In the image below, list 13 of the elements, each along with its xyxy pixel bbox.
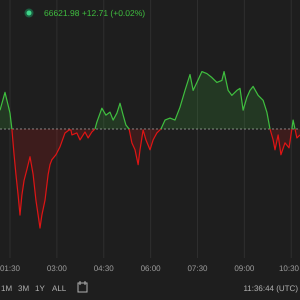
x-tick-label: 04:30 xyxy=(94,264,114,273)
text: ALL xyxy=(52,284,67,293)
x-tick-label: 03:00 xyxy=(46,264,68,273)
x-tick-label: 07:30 xyxy=(187,264,208,273)
text: 11:36:44 (UTC) xyxy=(243,284,298,293)
text: 1Y xyxy=(35,284,46,293)
text: 1M xyxy=(1,284,12,293)
x-tick-label: 01:30 xyxy=(0,264,21,273)
x-tick-label: 09:00 xyxy=(234,264,255,273)
x-tick-label: 10:30 xyxy=(278,264,300,273)
text: 3M xyxy=(18,284,30,293)
text: 66621.98 +12.71 (+0.02%) xyxy=(44,8,146,18)
x-tick-label: 06:00 xyxy=(140,264,162,273)
